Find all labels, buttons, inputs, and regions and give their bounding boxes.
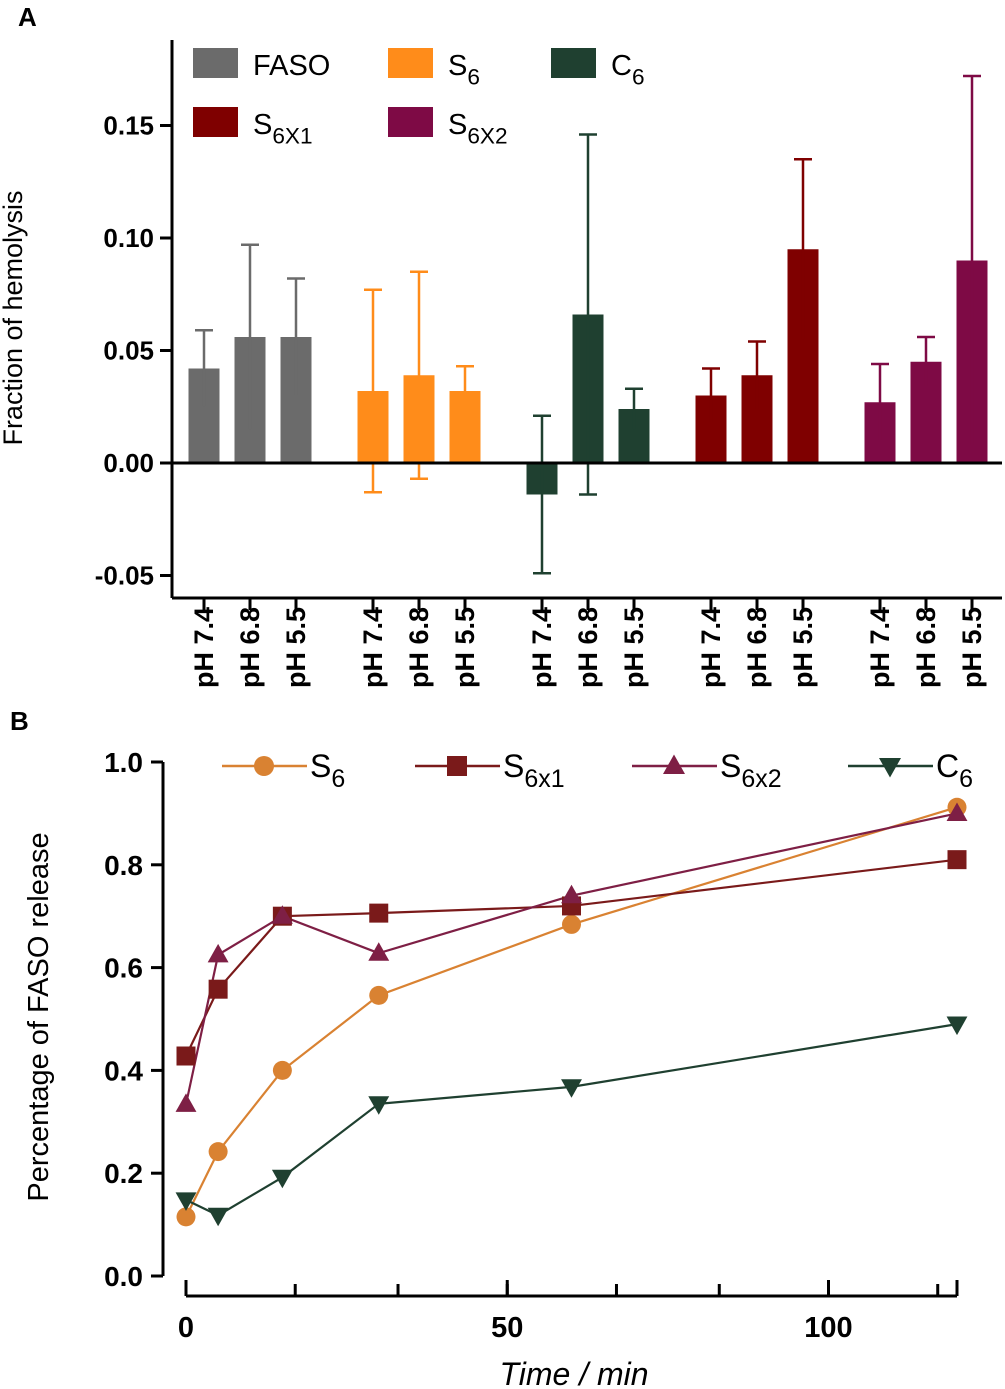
point-S6x2-5 <box>946 802 968 821</box>
legend-marker-S6 <box>254 756 274 776</box>
y-tick-label: 0.05 <box>103 336 154 366</box>
x-tick-label: 100 <box>804 1312 852 1344</box>
y-tick-label: 0.4 <box>104 1055 143 1086</box>
y-axis-label: Fraction of hemolysis <box>0 190 28 445</box>
point-S6x2-2 <box>271 905 293 924</box>
point-S6x2-1 <box>207 943 229 963</box>
point-S6x1-5 <box>947 850 967 870</box>
point-C6-5 <box>946 1016 968 1036</box>
legend-label-S6: S6 <box>448 50 480 89</box>
series-line-C6 <box>185 1023 958 1217</box>
y-tick-label: -0.05 <box>95 561 154 591</box>
x-tick-label: pH 6.8 <box>235 607 265 688</box>
legend-swatch-S6 <box>388 48 433 78</box>
y-tick-label: 0.8 <box>104 850 143 881</box>
y-axis-label: Percentage of FASO release <box>23 832 55 1201</box>
x-tick-label: pH 6.8 <box>404 607 434 688</box>
legend-marker-S6x2 <box>663 754 685 774</box>
legend-swatch-S6X2 <box>388 107 433 137</box>
legend-label-FASO: FASO <box>253 50 330 82</box>
x-tick-label: 50 <box>491 1312 523 1344</box>
point-S6-1 <box>208 1142 228 1162</box>
panel-a-label: A <box>18 2 37 32</box>
x-tick-label: pH 5.5 <box>957 607 987 688</box>
x-tick-label: pH 7.4 <box>189 607 219 688</box>
x-tick-label: pH 5.5 <box>788 607 818 688</box>
panel-b-release-chart: B Percentage of FASO release Time / min 0.… <box>10 706 973 1389</box>
legend-label-C6: C6 <box>936 748 973 793</box>
point-S6-2 <box>272 1060 292 1080</box>
panel-a-hemolysis-chart: A Fraction of hemolysis 0.15 0.10 0.05 0.00 -… <box>0 2 1002 688</box>
legend-label-S6X1: S6X1 <box>253 109 313 148</box>
y-tick-label: 0.15 <box>103 111 154 141</box>
point-S6x2-3 <box>368 942 390 961</box>
legend-swatch-C6 <box>551 48 596 78</box>
y-tick-label: 0.0 <box>104 1261 143 1292</box>
legend-marker-C6 <box>879 758 901 778</box>
x-tick-label: pH 6.8 <box>742 607 772 688</box>
series-line-S6 <box>185 806 958 1218</box>
point-C6-0 <box>175 1192 197 1211</box>
point-C6-2 <box>271 1169 293 1189</box>
point-S6x2-0 <box>175 1093 197 1112</box>
y-tick-label: 1.0 <box>104 747 143 778</box>
point-S6x1-1 <box>208 979 228 999</box>
legend-label-S6: S6 <box>310 748 345 793</box>
legend-label-C6: C6 <box>611 50 645 89</box>
series-line-S6x2 <box>184 812 958 1105</box>
y-tick-label: 0.2 <box>104 1158 143 1189</box>
x-tick-label: 0 <box>178 1312 194 1344</box>
point-C6-4 <box>561 1079 582 1098</box>
legend-label-S6X2: S6X2 <box>448 109 508 148</box>
x-tick-label: pH 7.4 <box>865 607 895 688</box>
point-S6-4 <box>562 914 581 934</box>
series-line-S6x1 <box>185 858 958 1057</box>
point-S6-0 <box>176 1207 196 1227</box>
panel-b-label: B <box>10 706 29 736</box>
legend-label-S6x1: S6x1 <box>503 748 565 793</box>
x-tick-label: pH 6.8 <box>573 607 603 688</box>
point-S6x2-4 <box>561 884 582 904</box>
point-C6-3 <box>368 1096 390 1115</box>
point-S6-3 <box>369 985 389 1005</box>
x-tick-label: pH 7.4 <box>358 607 388 688</box>
legend-swatch-FASO <box>193 48 238 78</box>
legend-marker-S6x1 <box>447 756 467 776</box>
x-tick-label: pH 6.8 <box>911 607 941 688</box>
point-S6x1-3 <box>369 903 389 923</box>
y-tick-label: 0.10 <box>103 223 154 253</box>
x-tick-label: pH 7.4 <box>527 607 557 688</box>
y-tick-label: 0.6 <box>104 953 143 984</box>
x-axis-label: Time / min <box>499 1356 648 1389</box>
x-tick-label: pH 5.5 <box>450 607 480 688</box>
y-tick-label: 0.00 <box>103 448 154 478</box>
point-C6-1 <box>207 1207 229 1227</box>
x-tick-label: pH 5.5 <box>281 607 311 688</box>
legend-label-S6x2: S6x2 <box>720 748 782 793</box>
x-tick-label: pH 7.4 <box>696 607 726 688</box>
x-tick-label: pH 5.5 <box>619 607 649 688</box>
point-S6x1-0 <box>176 1046 196 1066</box>
legend-swatch-S6X1 <box>193 107 238 137</box>
